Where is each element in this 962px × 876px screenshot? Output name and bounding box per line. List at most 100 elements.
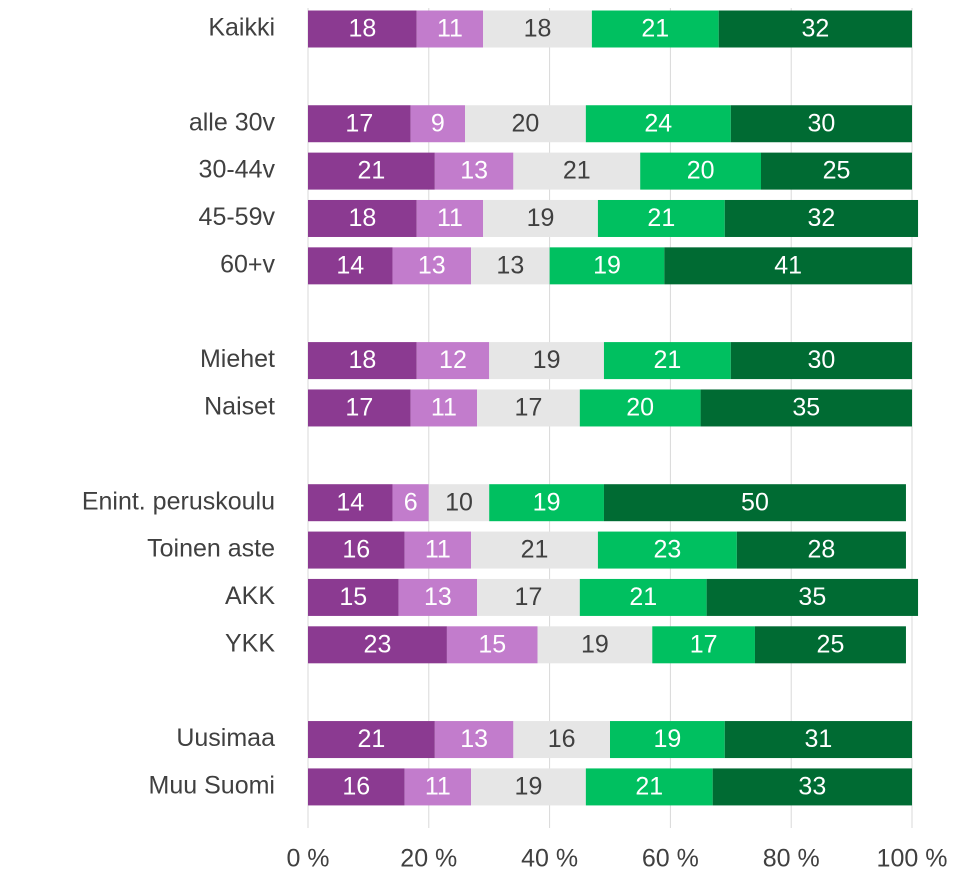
value-label: 9	[431, 109, 445, 137]
value-label: 31	[804, 725, 832, 753]
bar-segment	[308, 10, 417, 48]
value-label: 11	[431, 394, 457, 422]
value-label: 11	[437, 15, 463, 43]
bar-segment	[308, 721, 435, 759]
value-label: 17	[515, 583, 543, 611]
value-label: 28	[807, 536, 835, 564]
value-label: 16	[548, 725, 576, 753]
value-label: 16	[342, 536, 370, 564]
value-label: 19	[527, 204, 555, 232]
bar-segment	[308, 626, 447, 664]
bar-segment	[640, 152, 761, 190]
bar-segment	[489, 342, 604, 380]
value-label: 18	[524, 15, 552, 43]
bar-segment	[308, 768, 405, 806]
value-label: 33	[798, 773, 826, 801]
category-label: Toinen aste	[147, 535, 275, 563]
x-tick-label: 80 %	[763, 845, 820, 873]
bar-segment	[489, 484, 604, 522]
x-tick-label: 60 %	[642, 845, 699, 873]
value-label: 20	[626, 394, 654, 422]
bar-segment	[730, 105, 912, 143]
value-label: 19	[593, 251, 621, 279]
value-label: 15	[478, 630, 506, 658]
bar-segment	[736, 531, 906, 569]
value-label: 13	[424, 583, 452, 611]
bar-segment	[434, 721, 514, 759]
category-label: Miehet	[200, 345, 275, 373]
value-label: 17	[690, 630, 718, 658]
value-label: 19	[533, 346, 561, 374]
value-label: 12	[439, 346, 467, 374]
value-label: 21	[653, 346, 681, 374]
category-label: 45-59v	[199, 203, 276, 231]
category-label: AKK	[225, 582, 275, 610]
value-label: 24	[644, 109, 672, 137]
value-label: 14	[336, 251, 364, 279]
value-label: 20	[512, 109, 540, 137]
x-tick-label: 40 %	[521, 845, 578, 873]
value-label: 14	[336, 488, 364, 516]
bar-segment	[410, 389, 478, 427]
value-label: 11	[425, 773, 451, 801]
value-label: 18	[348, 346, 376, 374]
value-label: 17	[515, 394, 543, 422]
bar-segment	[392, 247, 472, 285]
bar-segment	[597, 531, 737, 569]
value-label: 19	[653, 725, 681, 753]
value-label: 21	[647, 204, 675, 232]
bar-segment	[308, 105, 411, 143]
category-label: 30-44v	[199, 156, 276, 184]
value-label: 11	[437, 204, 463, 232]
bar-segment	[410, 105, 466, 143]
bar-segment	[513, 152, 641, 190]
value-label: 13	[460, 157, 488, 185]
value-label: 21	[563, 157, 591, 185]
bar-segment	[308, 152, 435, 190]
bar-segment	[308, 199, 417, 237]
category-label: YKK	[225, 629, 275, 657]
category-label: Kaikki	[208, 14, 275, 42]
bar-segment	[706, 578, 919, 616]
value-label: 17	[345, 109, 373, 137]
bar-segment	[549, 247, 665, 285]
bar-segment	[404, 531, 472, 569]
bar-segment	[416, 342, 490, 380]
bar-segment	[730, 342, 912, 380]
bar-segment	[579, 389, 701, 427]
value-label: 18	[348, 204, 376, 232]
value-label: 23	[653, 536, 681, 564]
value-label: 25	[823, 157, 851, 185]
value-label: 13	[418, 251, 446, 279]
category-label: alle 30v	[189, 108, 276, 136]
bar-segment	[591, 10, 719, 48]
value-label: 41	[774, 251, 802, 279]
value-label: 21	[521, 536, 549, 564]
value-label: 19	[581, 630, 609, 658]
value-label: 23	[364, 630, 392, 658]
bar-segment	[477, 578, 580, 616]
bar-segment	[416, 10, 484, 48]
bar-segment	[308, 342, 417, 380]
bar-segment	[392, 484, 429, 522]
bar-segment	[471, 768, 586, 806]
value-label: 18	[348, 15, 376, 43]
category-label: Muu Suomi	[149, 772, 275, 800]
value-label: 30	[807, 109, 835, 137]
bar-segment	[652, 626, 755, 664]
bar-segment	[446, 626, 538, 664]
bar-segment	[513, 721, 610, 759]
value-label: 16	[342, 773, 370, 801]
value-label: 15	[339, 583, 367, 611]
bar-segment	[308, 578, 399, 616]
category-label: Enint. peruskoulu	[82, 487, 275, 515]
bar-segment	[761, 152, 912, 190]
bar-segment	[416, 199, 484, 237]
value-label: 25	[817, 630, 845, 658]
value-label: 21	[635, 773, 663, 801]
bar-segment	[724, 199, 919, 237]
bar-segment	[483, 199, 598, 237]
value-label: 30	[807, 346, 835, 374]
bar-segment	[465, 105, 586, 143]
